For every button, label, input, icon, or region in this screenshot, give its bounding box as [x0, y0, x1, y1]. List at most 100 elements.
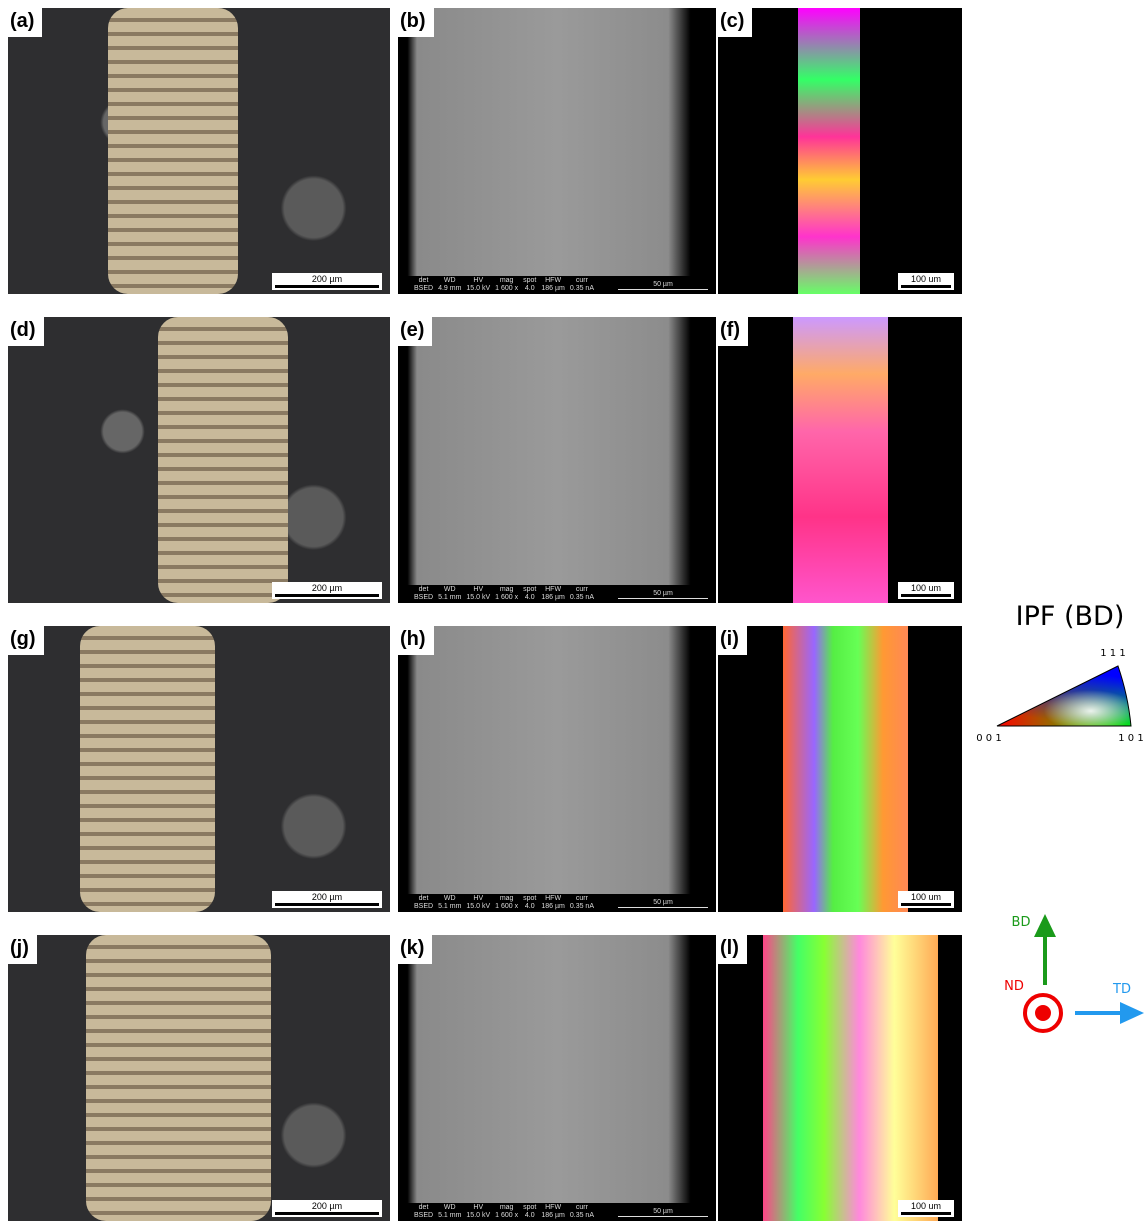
sem-info-head: spot — [523, 277, 536, 285]
sem-info-head: WD — [438, 895, 461, 903]
scale-bar-text: 100 um — [901, 274, 951, 284]
scale-bar: 50 µm — [618, 899, 708, 908]
sem-info-head: HFW — [541, 586, 565, 594]
scale-bar-text: 200 µm — [275, 583, 379, 593]
sem-info-value: 186 µm — [541, 594, 565, 602]
scale-bar: 50 µm — [618, 281, 708, 290]
weld-track — [86, 935, 271, 1221]
optical-panel: (g) 200 µm — [8, 626, 390, 912]
panel-label: (i) — [718, 626, 747, 655]
scale-bar-line — [901, 285, 951, 288]
sem-info-value: 5.1 mm — [438, 1212, 461, 1220]
scale-bar: 50 µm — [618, 1208, 708, 1217]
sem-info-value: 1 600 x — [495, 594, 518, 602]
grain-map — [793, 317, 888, 603]
sem-info-value: 5.1 mm — [438, 903, 461, 911]
sem-info-value: 186 µm — [541, 903, 565, 911]
sem-info-head: HFW — [541, 1204, 565, 1212]
sem-info-value: BSED — [414, 594, 433, 602]
sem-info-value: 4.0 — [523, 903, 536, 911]
sem-info-head: HV — [466, 586, 490, 594]
sem-info-value: 15.0 kV — [466, 594, 490, 602]
scale-bar-text: 200 µm — [275, 1201, 379, 1211]
ebsd-panel: (c)100 um — [718, 8, 962, 294]
sem-info-head: mag — [495, 1204, 518, 1212]
sem-info-value: 5.1 mm — [438, 594, 461, 602]
scale-bar: 200 µm — [272, 891, 382, 908]
panel-label: (g) — [8, 626, 44, 655]
panel-label: (j) — [8, 935, 37, 964]
ebsd-panel: (i) 100 um — [718, 626, 962, 912]
scale-bar: 100 um — [898, 891, 954, 908]
sem-info-value: 4.0 — [523, 1212, 536, 1220]
scale-bar-text: 50 µm — [618, 1208, 708, 1216]
panel-label: (d) — [8, 317, 44, 346]
sem-info-head: curr — [570, 895, 594, 903]
scale-bar-text: 50 µm — [618, 281, 708, 289]
scale-bar: 200 µm — [272, 582, 382, 599]
scale-bar: 100 um — [898, 582, 954, 599]
direction-label: BD — [1012, 915, 1031, 930]
grain-map — [798, 8, 860, 294]
sem-info-head: WD — [438, 1204, 461, 1212]
sem-info-value: 15.0 kV — [466, 1212, 490, 1220]
scale-bar: 200 µm — [272, 273, 382, 290]
scale-bar: 100 um — [898, 273, 954, 290]
sem-info-head: HFW — [541, 277, 565, 285]
sem-info-head: spot — [523, 1204, 536, 1212]
scale-bar-line — [901, 1212, 951, 1215]
sem-info-head: HV — [466, 1204, 490, 1212]
sem-info-head: spot — [523, 895, 536, 903]
sem-info-value: BSED — [414, 903, 433, 911]
ebsd-panel: (l)100 um — [718, 935, 962, 1221]
sem-info-head: HV — [466, 277, 490, 285]
sem-info-value: 15.0 kV — [466, 903, 490, 911]
scale-bar-line — [275, 903, 379, 906]
sem-info-value: 4.0 — [523, 285, 536, 293]
sem-info-head: curr — [570, 1204, 594, 1212]
sem-info-value: 1 600 x — [495, 1212, 518, 1220]
scale-bar-line — [901, 903, 951, 906]
sem-info-head: HV — [466, 895, 490, 903]
weld-track — [158, 317, 288, 603]
sem-info-value: 4.9 mm — [438, 285, 461, 293]
panel-label: (f) — [718, 317, 748, 346]
scale-bar-text: 200 µm — [275, 892, 379, 902]
sem-info-value: 4.0 — [523, 594, 536, 602]
grain-map — [763, 935, 938, 1221]
optical-panel: (d) 200 µm — [8, 317, 390, 603]
scale-bar-text: 100 um — [901, 892, 951, 902]
sem-info-head: HFW — [541, 895, 565, 903]
sem-info-value: 1 600 x — [495, 285, 518, 293]
scale-bar-text: 100 um — [901, 583, 951, 593]
scale-bar: 200 µm — [272, 1200, 382, 1217]
direction-axes — [1025, 914, 1144, 1031]
legend-title: IPF (BD) — [1016, 601, 1125, 632]
scale-bar-text: 50 µm — [618, 590, 708, 598]
sem-info-value: 0.35 nA — [570, 1212, 594, 1220]
scale-bar-text: 50 µm — [618, 899, 708, 907]
sem-info-head: det — [414, 895, 433, 903]
